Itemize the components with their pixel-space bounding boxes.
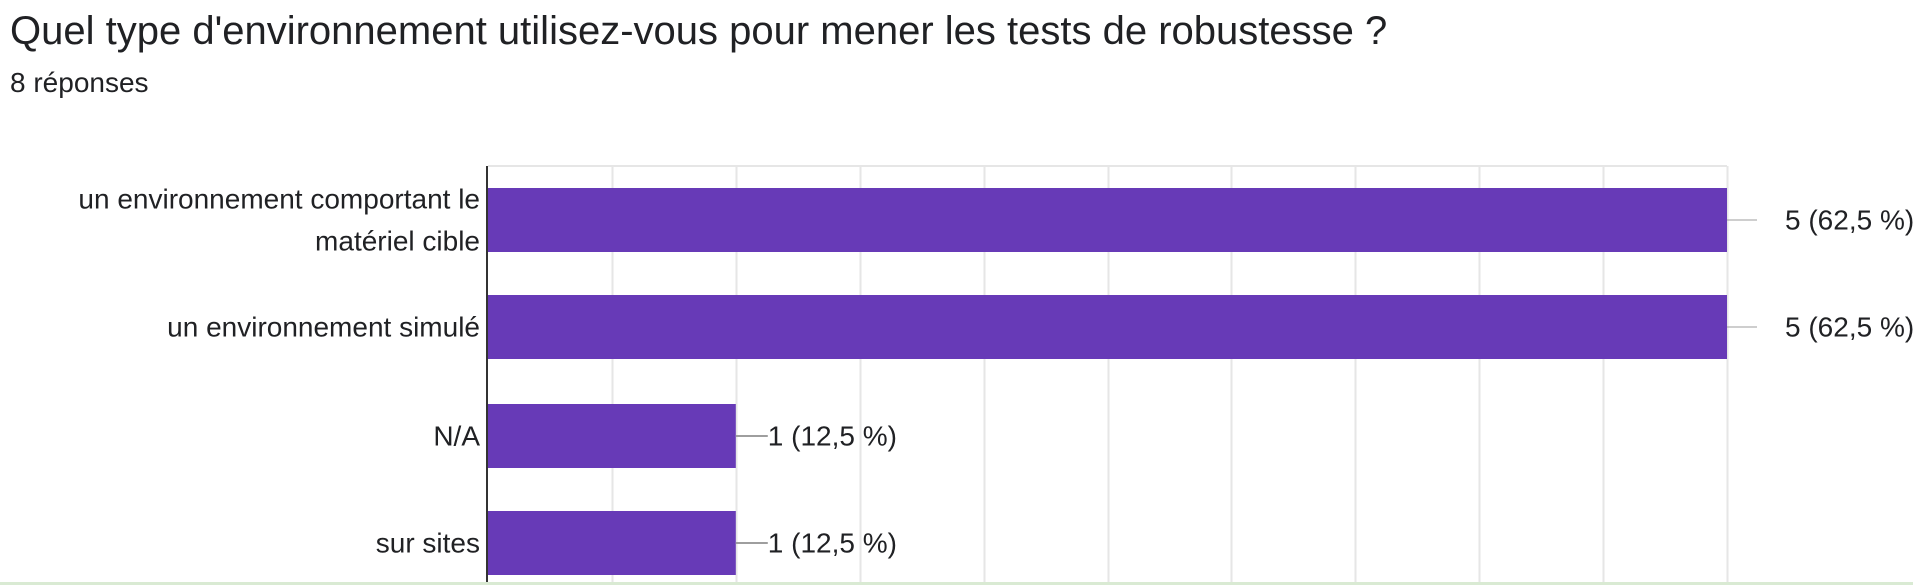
data-label-2: 1 (12,5 %) [768,421,897,452]
bar-3[interactable] [488,511,736,575]
footer-divider [0,582,1913,585]
category-label-2-0: N/A [433,421,480,452]
data-label-1: 5 (62,5 %) [1785,312,1913,343]
category-labels: un environnement comportant le matériel c… [78,184,480,559]
category-label-3-0: sur sites [376,528,480,559]
category-label-0-1: matériel cible [315,226,480,257]
category-label-0-0: un environnement comportant le [78,184,480,215]
bar-1[interactable] [488,295,1727,359]
bar-2[interactable] [488,404,736,468]
question-title: Quel type d'environnement utilisez-vous … [10,9,1388,53]
category-label-1-0: un environnement simulé [167,312,480,343]
data-labels: 5 (62,5 %) 5 (62,5 %) 1 (12,5 %) 1 (12,5 %) [735,205,1913,559]
data-label-3: 1 (12,5 %) [768,528,897,559]
response-count: 8 réponses [10,67,149,98]
data-label-0: 5 (62,5 %) [1785,205,1913,236]
bar-0[interactable] [488,188,1727,252]
bars [488,188,1727,575]
